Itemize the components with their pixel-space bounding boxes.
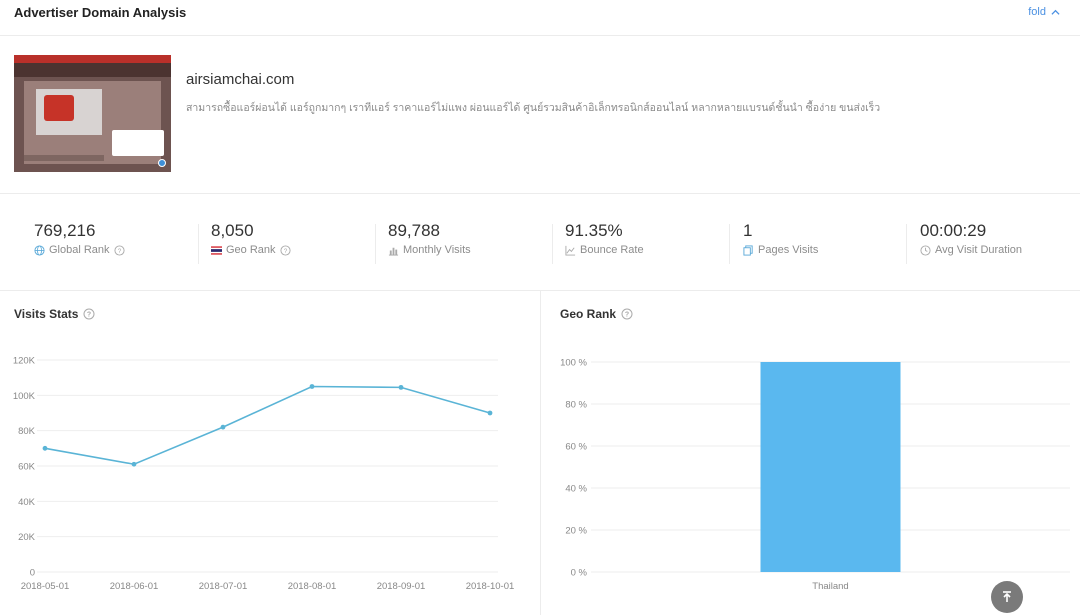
stat-pages-visits: 1 Pages Visits bbox=[743, 220, 818, 272]
bar-chart-icon bbox=[388, 247, 399, 256]
data-point[interactable] bbox=[487, 410, 493, 416]
stat-value: 8,050 bbox=[211, 221, 254, 240]
stat-value: 89,788 bbox=[388, 221, 440, 240]
data-point[interactable] bbox=[398, 384, 404, 390]
series-line bbox=[44, 385, 491, 466]
fold-button[interactable]: fold bbox=[1028, 6, 1060, 18]
stat-label: Avg Visit Duration bbox=[935, 244, 1023, 256]
data-point[interactable] bbox=[220, 424, 226, 430]
data-point[interactable] bbox=[131, 461, 137, 467]
x-tick-label: 2018-05-01 bbox=[21, 581, 70, 592]
panel-title-text: Geo Rank bbox=[560, 307, 617, 321]
y-tick-label: 20K bbox=[18, 532, 36, 543]
y-tick-label: 60K bbox=[18, 462, 36, 473]
panel-header: Advertiser Domain Analysis fold bbox=[0, 0, 1080, 36]
arrow-up-to-top-icon bbox=[1003, 591, 1011, 602]
y-tick-label: 40 % bbox=[565, 484, 587, 495]
domain-description: สามารถซื้อแอร์ผ่อนได้ แอร์ถูกมากๆ เราทีแ… bbox=[186, 102, 881, 114]
visits-line-chart[interactable]: 0 20K 40K 60K 80K 100K 120K 2018-05-01 2018-06-0… bbox=[0, 340, 540, 615]
svg-text:?: ? bbox=[283, 247, 287, 254]
scroll-to-top-button[interactable] bbox=[991, 581, 1023, 613]
pages-icon bbox=[743, 244, 753, 256]
x-tick-label: Thailand bbox=[812, 581, 848, 592]
data-point[interactable] bbox=[42, 445, 48, 451]
x-tick-label: 2018-07-01 bbox=[199, 581, 248, 592]
y-tick-label: 80K bbox=[18, 426, 36, 437]
y-tick-label: 0 bbox=[30, 568, 35, 579]
x-tick-label: 2018-09-01 bbox=[377, 581, 426, 592]
help-icon[interactable]: ? bbox=[279, 244, 291, 256]
stat-avg-visit-duration: 00:00:29 Avg Visit Duration bbox=[920, 220, 1022, 272]
x-tick-label: 2018-06-01 bbox=[110, 581, 159, 592]
stat-label: Geo Rank bbox=[226, 244, 276, 256]
site-screenshot-thumbnail[interactable] bbox=[14, 55, 171, 172]
data-point[interactable] bbox=[309, 384, 315, 389]
chevron-up-icon bbox=[1051, 9, 1060, 15]
y-tick-label: 120K bbox=[13, 356, 36, 367]
svg-text:?: ? bbox=[87, 312, 91, 319]
page-title: Advertiser Domain Analysis bbox=[14, 5, 187, 20]
help-icon[interactable]: ? bbox=[83, 308, 95, 320]
stats-row: 769,216 Global Rank ? 8,050 Geo Rank ? 8… bbox=[0, 210, 1080, 280]
line-chart-icon bbox=[565, 245, 576, 256]
y-tick-label: 40K bbox=[18, 497, 36, 508]
y-tick-label: 20 % bbox=[565, 526, 587, 537]
domain-info: airsiamchai.com สามารถซื้อแอร์ผ่อนได้ แอ… bbox=[0, 36, 1080, 194]
stat-bounce-rate: 91.35% Bounce Rate bbox=[565, 220, 644, 272]
geo-rank-bar-chart[interactable]: 0 % 20 % 40 % 60 % 80 % 100 % Thailand bbox=[541, 340, 1080, 615]
fold-label: fold bbox=[1028, 6, 1046, 18]
y-tick-label: 100 % bbox=[560, 358, 587, 369]
stat-monthly-visits: 89,788 Monthly Visits bbox=[388, 220, 471, 272]
stat-geo-rank: 8,050 Geo Rank ? bbox=[211, 220, 291, 272]
stat-label: Global Rank bbox=[49, 244, 110, 256]
panel-title-text: Visits Stats bbox=[14, 307, 79, 321]
globe-icon bbox=[34, 244, 45, 256]
y-tick-label: 100K bbox=[13, 391, 36, 402]
y-tick-label: 80 % bbox=[565, 400, 587, 411]
y-tick-label: 0 % bbox=[571, 568, 588, 579]
visits-stats-title: Visits Stats ? bbox=[14, 307, 95, 321]
stat-value: 91.35% bbox=[565, 221, 623, 240]
stat-global-rank: 769,216 Global Rank ? bbox=[34, 220, 125, 272]
stat-value: 00:00:29 bbox=[920, 221, 987, 240]
x-tick-label: 2018-10-01 bbox=[466, 581, 515, 592]
svg-text:?: ? bbox=[625, 312, 629, 319]
bar[interactable] bbox=[760, 362, 901, 572]
stat-value: 769,216 bbox=[34, 221, 96, 240]
stat-label: Pages Visits bbox=[758, 244, 819, 256]
clock-icon bbox=[920, 244, 931, 256]
help-icon[interactable]: ? bbox=[114, 244, 125, 256]
x-tick-label: 2018-08-01 bbox=[288, 581, 337, 592]
stat-value: 1 bbox=[743, 221, 753, 240]
stat-label: Bounce Rate bbox=[580, 244, 644, 256]
geo-rank-title: Geo Rank ? bbox=[560, 307, 633, 321]
svg-text:?: ? bbox=[117, 247, 121, 254]
thailand-flag-icon bbox=[211, 245, 222, 255]
stat-label: Monthly Visits bbox=[403, 244, 471, 256]
domain-name[interactable]: airsiamchai.com bbox=[186, 71, 295, 88]
help-icon[interactable]: ? bbox=[621, 308, 633, 320]
y-tick-label: 60 % bbox=[565, 442, 587, 453]
